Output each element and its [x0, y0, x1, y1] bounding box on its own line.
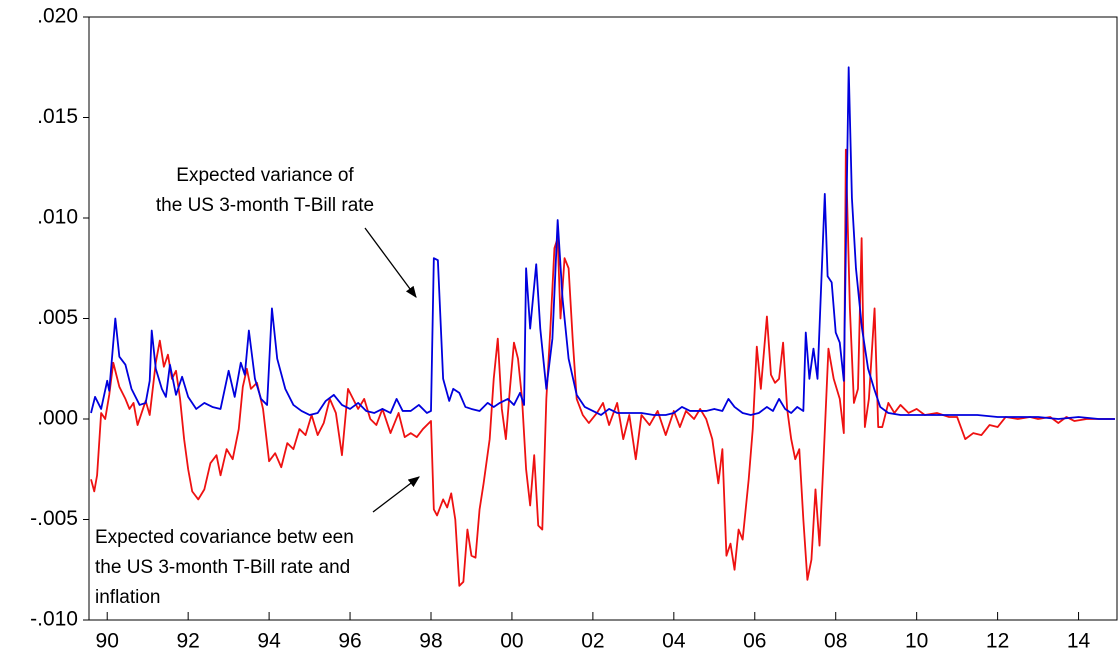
x-tick-label: 14: [1067, 630, 1091, 653]
annotation-arrow: [364, 227, 417, 298]
x-tick-label: 94: [257, 630, 281, 653]
annotation-text: the US 3-month T-Bill rate: [156, 195, 374, 216]
y-tick-label: .015: [37, 105, 78, 128]
y-tick-label: -.010: [30, 608, 78, 631]
annotation-text: Expected variance of: [176, 165, 354, 186]
x-tick-label: 90: [96, 630, 119, 653]
x-tick-label: 00: [500, 630, 523, 653]
x-tick-label: 12: [986, 630, 1009, 653]
x-tick-label: 02: [581, 630, 604, 653]
annotation-text: Expected covariance betw een: [95, 527, 354, 548]
y-tick-label: .005: [37, 306, 78, 329]
y-tick-label: .010: [37, 206, 78, 229]
x-tick-label: 06: [743, 630, 766, 653]
x-tick-label: 04: [662, 630, 686, 653]
y-tick-label: .000: [37, 407, 78, 430]
y-tick-label: .020: [37, 5, 78, 28]
y-tick-label: -.005: [30, 507, 78, 530]
x-tick-label: 98: [419, 630, 442, 653]
annotation-text: the US 3-month T-Bill rate and: [95, 557, 350, 578]
x-tick-label: 08: [824, 630, 847, 653]
series-line: [90, 66, 1115, 420]
x-tick-label: 96: [338, 630, 361, 653]
series-line: [90, 148, 1115, 587]
annotation-arrow: [372, 476, 420, 513]
x-tick-label: 92: [176, 630, 199, 653]
annotation-text: inflation: [95, 587, 161, 608]
x-tick-label: 10: [905, 630, 928, 653]
